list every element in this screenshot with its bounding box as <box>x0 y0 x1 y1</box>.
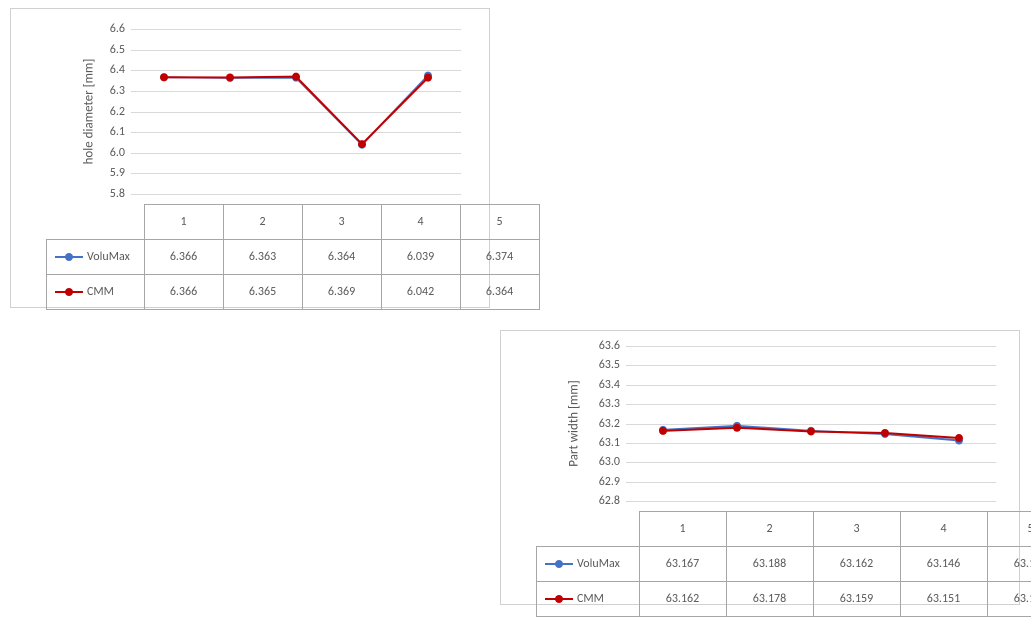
hole-diameter-chart: hole diameter [mm]5.85.96.06.16.26.36.46… <box>10 8 490 308</box>
ytick-label: 63.3 <box>599 397 626 411</box>
ytick-label: 63.6 <box>599 339 626 353</box>
ytick-label: 6.6 <box>110 22 131 36</box>
ytick-label: 62.9 <box>599 475 626 489</box>
part-width-chart: Part width [mm]62.862.963.063.163.263.36… <box>500 330 1020 605</box>
series-line <box>164 76 428 145</box>
category-header: 1 <box>144 205 223 240</box>
data-cell: 63.146 <box>900 547 987 582</box>
y-axis-label: hole diameter [mm] <box>81 58 96 164</box>
plot-area: 62.862.963.063.163.263.363.463.563.6 <box>626 346 996 501</box>
series-legend-cell: CMM <box>537 582 640 617</box>
category-header: 2 <box>223 205 302 240</box>
ytick-label: 6.1 <box>110 125 131 139</box>
data-marker <box>881 429 889 437</box>
data-cell: 63.162 <box>639 582 726 617</box>
data-cell: 6.369 <box>302 275 381 310</box>
ytick-label: 62.8 <box>599 494 626 508</box>
ytick-label: 63.4 <box>599 378 626 392</box>
data-marker <box>292 73 300 81</box>
data-cell: 63.162 <box>813 547 900 582</box>
data-marker <box>160 73 168 81</box>
data-cell: 63.188 <box>726 547 813 582</box>
data-cell: 63.167 <box>639 547 726 582</box>
data-cell: 63.125 <box>987 582 1031 617</box>
data-cell: 6.366 <box>144 275 223 310</box>
series-name: VoluMax <box>577 557 620 571</box>
category-header: 2 <box>726 512 813 547</box>
series-line <box>164 77 428 144</box>
data-cell: 6.366 <box>144 240 223 275</box>
data-marker <box>807 427 815 435</box>
category-header: 3 <box>302 205 381 240</box>
category-header: 4 <box>381 205 460 240</box>
category-header: 4 <box>900 512 987 547</box>
series-name: CMM <box>87 285 114 299</box>
data-cell: 6.365 <box>223 275 302 310</box>
legend-swatch-icon <box>545 593 573 605</box>
data-marker <box>226 73 234 81</box>
category-header: 3 <box>813 512 900 547</box>
plot-area: 5.85.96.06.16.26.36.46.56.6 <box>131 29 461 194</box>
series-name: CMM <box>577 592 604 606</box>
series-legend-cell: VoluMax <box>47 240 145 275</box>
ytick-label: 63.2 <box>599 417 626 431</box>
legend-swatch-icon <box>55 251 83 263</box>
category-header: 5 <box>987 512 1031 547</box>
category-header: 5 <box>460 205 539 240</box>
ytick-label: 63.1 <box>599 436 626 450</box>
data-cell: 6.364 <box>302 240 381 275</box>
data-cell: 6.363 <box>223 240 302 275</box>
ytick-label: 5.9 <box>110 166 131 180</box>
data-cell: 6.042 <box>381 275 460 310</box>
legend-swatch-icon <box>545 558 573 570</box>
ytick-label: 63.0 <box>599 455 626 469</box>
data-cell: 6.374 <box>460 240 539 275</box>
ytick-label: 6.3 <box>110 84 131 98</box>
data-marker <box>659 427 667 435</box>
data-cell: 63.178 <box>726 582 813 617</box>
data-marker <box>955 434 963 442</box>
data-marker <box>733 424 741 432</box>
legend-swatch-icon <box>55 286 83 298</box>
ytick-label: 6.2 <box>110 105 131 119</box>
data-cell: 6.364 <box>460 275 539 310</box>
data-cell: 63.151 <box>900 582 987 617</box>
chart-data-table: 12345VoluMax6.3666.3636.3646.0396.374CMM… <box>46 204 540 310</box>
y-axis-label: Part width [mm] <box>567 380 582 466</box>
ytick-label: 6.0 <box>110 146 131 160</box>
series-name: VoluMax <box>87 250 130 264</box>
series-legend-cell: VoluMax <box>537 547 640 582</box>
ytick-label: 5.8 <box>110 187 131 201</box>
series-legend-cell: CMM <box>47 275 145 310</box>
data-cell: 63.159 <box>813 582 900 617</box>
ytick-label: 6.4 <box>110 63 131 77</box>
data-cell: 63.112 <box>987 547 1031 582</box>
data-cell: 6.039 <box>381 240 460 275</box>
data-marker <box>358 140 366 148</box>
chart-data-table: 12345VoluMax63.16763.18863.16263.14663.1… <box>536 511 1031 617</box>
ytick-label: 63.5 <box>599 358 626 372</box>
ytick-label: 6.5 <box>110 43 131 57</box>
data-marker <box>424 74 432 82</box>
category-header: 1 <box>639 512 726 547</box>
